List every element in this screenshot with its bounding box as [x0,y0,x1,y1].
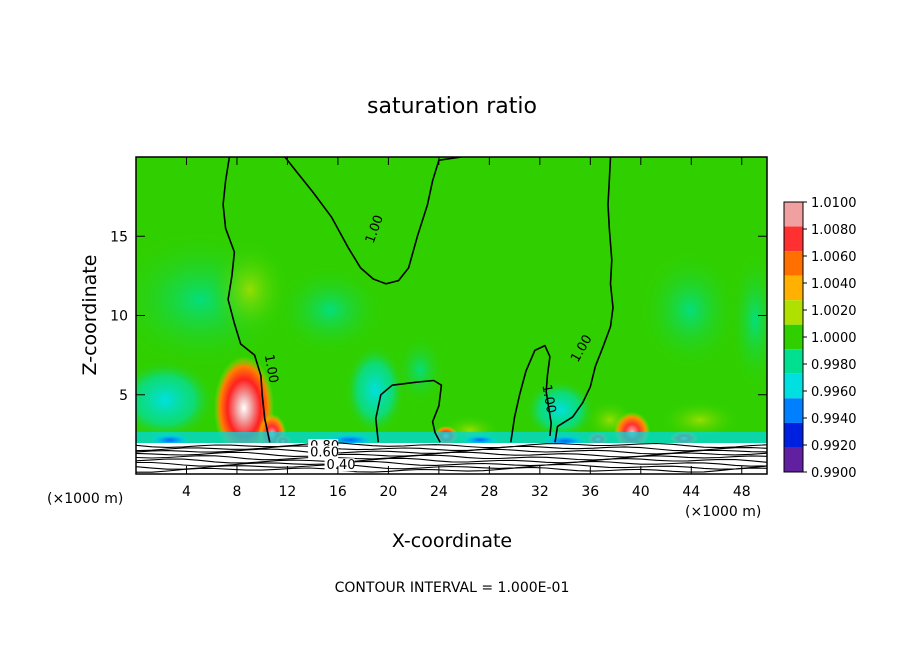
contour-label: 1.00 [261,353,281,384]
colorbar-cell [784,226,803,252]
colorbar-label: 0.9980 [811,358,857,373]
field-teal-center [275,265,385,355]
x-tick-label: 28 [480,484,498,500]
contour-line-1-00 [284,157,462,285]
colorbar-label: 1.0080 [811,223,857,238]
colorbar-label: 1.0060 [811,250,857,265]
subsaturated-contour-line [136,466,767,473]
field-teal-left [136,360,215,440]
x-tick-label: 48 [733,484,751,500]
colorbar-cell [784,447,803,472]
field-cyan-center [345,345,405,435]
colorbar-cell [784,324,803,350]
field-yellow-left [210,240,290,340]
x-tick-label: 40 [632,484,650,500]
field-cyan-mid [395,335,445,405]
colorbar-label: 1.0000 [811,331,857,346]
x-tick-label: 16 [329,484,347,500]
colorbar-cell [784,202,803,227]
field-yellow-right [660,400,740,440]
saturation-contours [222,157,614,443]
subsaturated-contour-line [136,442,767,449]
colorbar-cell [784,251,803,276]
subsaturated-contour-line [136,454,767,461]
x-tick-label: 8 [232,484,241,500]
colorbar-label: 0.9900 [811,466,857,481]
chart-title: saturation ratio [367,94,537,119]
colorbar-cell [784,275,803,301]
colorbar-label: 1.0020 [811,304,857,319]
colorbar-cell [784,373,803,399]
field-blue-mid [462,435,498,445]
plot-area: 1.001.001.001.000.800.600.40 [136,157,767,474]
subsaturated-contour-line [136,451,767,458]
x-axis-label: X-coordinate [392,530,512,552]
contour-line-1-00 [222,157,271,443]
colorbar-label: 1.0100 [811,196,857,211]
contour-label: 0.40 [327,458,356,473]
colorbar-cell [784,398,803,423]
colorbar-labels: 1.0100 1.0080 1.0060 1.0040 1.0020 1.0000 0.99… [803,196,857,481]
y-tick-label: 10 [110,309,128,325]
contour-label-bg [308,445,339,459]
colorbar-label: 0.9960 [811,385,857,400]
surface-blue-band [136,432,767,444]
field-anomalies [136,230,767,460]
subsaturated-contour-line [136,460,767,467]
subsaturated-contour-line [136,457,767,464]
subsaturated-layer [136,442,767,474]
colorbar: 1.0100 1.0080 1.0060 1.0040 1.0020 1.0000 0.99… [783,196,857,481]
subsaturated-contour-lines [136,442,767,473]
colorbar-cells [784,202,803,472]
x-tick-label: 12 [279,484,297,500]
contour-line-1-00 [510,344,553,443]
colorbar-label: 1.0040 [811,277,857,292]
subsaturated-contour-line [136,445,767,452]
x-unit-left: (×1000 m) [47,491,123,507]
contour-line-1-00 [374,379,443,443]
field-cyan-right [525,380,595,440]
y-axis-label: Z-coordinate [79,255,101,376]
subsaturated-contour-line [136,463,767,470]
colorbar-cell [784,349,803,374]
contour-label-bg [324,458,355,472]
colorbar-cell [784,422,803,448]
y-axis-ticks: 5 10 15 [110,229,767,404]
y-tick-label: 5 [119,388,128,404]
contour-label: 0.60 [310,446,339,461]
x-tick-label: 4 [182,484,191,500]
contour-interval-note: CONTOUR INTERVAL = 1.000E-01 [335,580,570,596]
contour-label: 1.00 [538,383,558,414]
contour-labels: 1.001.001.001.000.800.600.40 [261,213,596,473]
field-teal-far-right [730,250,767,390]
field-teal-right [640,250,740,370]
x-tick-label: 32 [531,484,549,500]
x-unit-right: (×1000 m) [685,504,761,520]
colorbar-label: 0.9920 [811,439,857,454]
x-tick-label: 44 [682,484,700,500]
colorbar-cell [784,300,803,325]
x-tick-label: 20 [379,484,397,500]
contour-line-1-00 [554,157,614,443]
y-tick-label: 15 [110,229,128,245]
colorbar-label: 0.9940 [811,412,857,427]
x-tick-label: 24 [430,484,448,500]
x-axis-ticks: 4 8 12 16 20 24 28 32 36 40 44 48 [182,157,751,500]
x-tick-label: 36 [581,484,599,500]
